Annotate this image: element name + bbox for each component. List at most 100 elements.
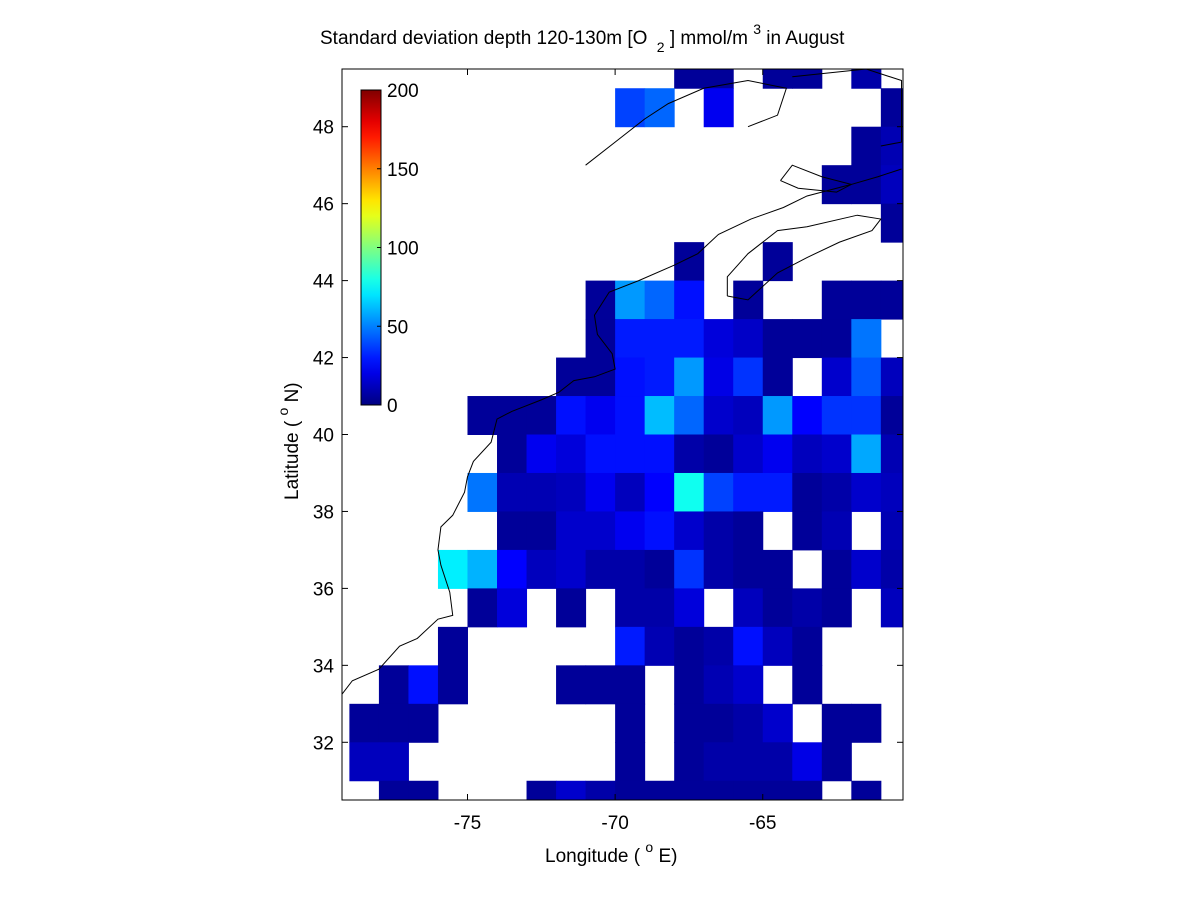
x-tick-label: -75 — [454, 813, 481, 834]
y-axis-label-pre: Latitude ( — [282, 416, 303, 501]
heatmap-cell — [851, 126, 882, 166]
y-tick-label: 44 — [313, 272, 335, 293]
heatmap-cell — [437, 626, 468, 666]
heatmap-cell — [497, 549, 528, 589]
heatmap-cell — [821, 742, 852, 782]
heatmap-cell — [733, 549, 764, 589]
heatmap-cell — [880, 588, 903, 628]
heatmap-cell — [733, 319, 764, 359]
heatmap-cell — [615, 472, 646, 512]
heatmap-cell — [703, 434, 734, 474]
heatmap-cell — [674, 549, 705, 589]
heatmap-cell — [762, 588, 793, 628]
x-tick-label: -65 — [749, 813, 776, 834]
y-tick-label: 40 — [313, 426, 334, 447]
heatmap-cell — [733, 742, 764, 782]
heatmap-cell — [703, 703, 734, 743]
heatmap-cell — [437, 549, 468, 589]
y-tick-label: 34 — [313, 656, 335, 677]
heatmap-cell — [821, 396, 852, 435]
heatmap-cell — [880, 396, 903, 435]
heatmap-cell — [792, 626, 823, 666]
heatmap-cell — [615, 549, 646, 589]
heatmap-cell — [615, 742, 646, 782]
heatmap-cell — [585, 396, 616, 435]
heatmap-cell — [526, 472, 557, 512]
heatmap-cell — [821, 319, 852, 359]
heatmap-cell — [378, 703, 409, 743]
heatmap-cell — [674, 396, 705, 435]
y-tick-label: 32 — [313, 733, 334, 754]
heatmap-cell — [703, 69, 734, 89]
y-axis-label-post: N) — [282, 382, 303, 402]
heatmap-cell — [792, 742, 823, 782]
heatmap-cell — [880, 88, 903, 128]
heatmap-cell — [615, 511, 646, 551]
heatmap-cell — [556, 588, 587, 628]
heatmap-cell — [733, 588, 764, 628]
coastline-mainland — [342, 168, 902, 696]
heatmap-cell — [821, 165, 852, 205]
chart-title: Standard deviation depth 120-130m [O 2 ]… — [320, 18, 845, 57]
title-main: Standard deviation depth 120-130m [O — [320, 28, 647, 49]
heatmap-cell — [408, 665, 439, 705]
heatmap-cell — [674, 242, 705, 282]
heatmap-cell — [556, 396, 587, 435]
heatmap-cell — [497, 511, 528, 551]
heatmap-cell — [497, 434, 528, 474]
heatmap-cell — [497, 396, 528, 435]
heatmap-cell — [408, 703, 439, 743]
heatmap-cell — [703, 549, 734, 589]
y-axis-label-sup: o — [275, 408, 291, 416]
heatmap-cell — [821, 280, 852, 320]
heatmap-cell — [556, 472, 587, 512]
heatmap-cell — [703, 472, 734, 512]
heatmap-cell — [703, 665, 734, 705]
heatmap-cell — [378, 665, 409, 705]
heatmap-cell — [674, 69, 705, 89]
coastline-pei — [780, 164, 853, 193]
heatmap-cell — [703, 396, 734, 435]
heatmap-cell — [349, 703, 380, 743]
heatmap-cell — [880, 165, 903, 205]
heatmap-cell — [880, 434, 903, 474]
heatmap-cell — [762, 626, 793, 666]
heatmap-cell — [644, 280, 675, 320]
heatmap-cell — [526, 396, 557, 435]
heatmap-cell — [467, 549, 498, 589]
heatmap-cell — [615, 319, 646, 359]
x-tick-label: -70 — [601, 813, 628, 834]
heatmap-cell — [762, 742, 793, 782]
title-tail: in August — [766, 28, 845, 49]
heatmap-cell — [762, 780, 793, 800]
colorbar-tick-label: 0 — [387, 396, 398, 417]
heatmap-cell — [644, 472, 675, 512]
heatmap-cell — [762, 319, 793, 359]
heatmap-cell — [644, 319, 675, 359]
heatmap-cell — [674, 434, 705, 474]
heatmap-cell — [674, 626, 705, 666]
heatmap-cell — [880, 357, 903, 397]
heatmap-cell — [880, 280, 903, 320]
heatmap-cell — [733, 511, 764, 551]
heatmap-cell — [821, 588, 852, 628]
heatmap-cell — [437, 665, 468, 705]
heatmap-cell — [762, 703, 793, 743]
heatmap-cell — [497, 472, 528, 512]
heatmap-cell — [497, 588, 528, 628]
heatmap-cell — [821, 549, 852, 589]
heatmap-cell — [585, 665, 616, 705]
heatmap-cell — [526, 549, 557, 589]
heatmap-cell — [851, 434, 882, 474]
heatmap-cell — [821, 511, 852, 551]
x-axis-label-post: E) — [658, 846, 677, 867]
heatmap-cell — [674, 357, 705, 397]
heatmap-cell — [585, 472, 616, 512]
heatmap-cell — [851, 280, 882, 320]
colorbar-tick-label: 100 — [387, 239, 419, 260]
heatmap-cell — [674, 280, 705, 320]
heatmap-cell — [762, 396, 793, 435]
heatmap-cell — [644, 434, 675, 474]
heatmap-cell — [674, 511, 705, 551]
heatmap-cell — [644, 396, 675, 435]
